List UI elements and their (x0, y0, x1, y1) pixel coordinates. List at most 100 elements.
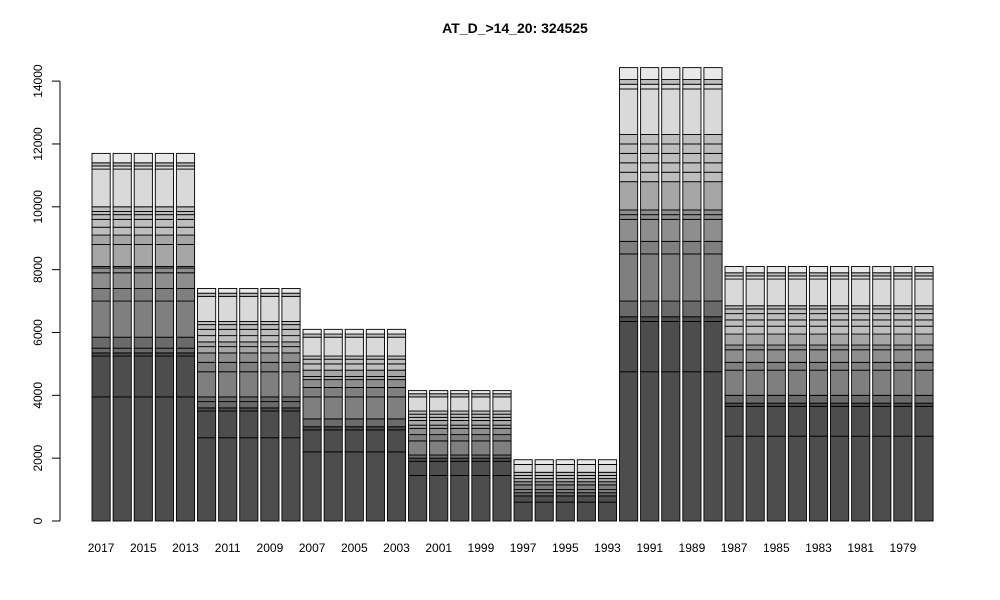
bar-segment (914, 272, 934, 277)
bar-segment (218, 335, 238, 343)
bar-segment (260, 401, 280, 409)
bar-segment (724, 405, 744, 437)
bar-segment (830, 349, 850, 363)
bar-segment (766, 278, 786, 307)
bar-segment (703, 143, 723, 154)
bar-2009 (260, 288, 280, 522)
bar-segment (91, 355, 111, 398)
bar-segment (682, 181, 702, 211)
bar-segment (154, 272, 174, 289)
bar-segment (408, 427, 428, 436)
bar-segment (260, 288, 280, 294)
bar-segment (112, 226, 132, 236)
bar-segment (513, 484, 533, 491)
bar-segment (365, 429, 385, 453)
bar-2016 (112, 152, 132, 522)
bar-segment (91, 300, 111, 338)
bar-segment (534, 459, 554, 465)
bar-segment (724, 308, 744, 315)
bar-segment (534, 481, 554, 486)
bar-segment (914, 325, 934, 335)
bar-segment (471, 457, 491, 462)
bar-segment (830, 313, 850, 321)
bar-segment (576, 484, 596, 491)
bar-segment (682, 253, 702, 302)
bar-segment (851, 305, 871, 310)
bar-segment (302, 396, 322, 420)
bar-segment (239, 288, 259, 294)
bar-segment (513, 463, 533, 473)
bar-segment (619, 67, 639, 80)
bar-segment (661, 162, 681, 173)
bar-segment (914, 266, 934, 274)
bar-segment (787, 361, 807, 371)
bar-2002 (408, 390, 428, 522)
bar-segment (851, 349, 871, 363)
bar-segment (808, 402, 829, 407)
bar-segment (302, 376, 322, 381)
bar-segment (724, 275, 744, 280)
bar-segment (386, 379, 407, 388)
bar-segment (175, 347, 196, 354)
bar-segment (197, 410, 217, 439)
bar-segment (429, 393, 449, 398)
bar-segment (281, 352, 301, 363)
bar-segment (893, 319, 913, 327)
bar-segment (386, 328, 407, 335)
bar-segment (175, 165, 196, 170)
bar-2003 (386, 328, 407, 522)
bar-segment (302, 429, 322, 453)
bar-segment (471, 427, 491, 436)
bar-segment (703, 88, 723, 135)
bar-segment (766, 308, 786, 315)
y-tick-label: 10000 (31, 190, 45, 224)
bars (91, 67, 934, 522)
bar-segment (766, 435, 786, 522)
bar-segment (154, 288, 174, 302)
bar-segment (197, 341, 217, 348)
bar-segment (365, 333, 385, 338)
bar-segment (619, 209, 639, 216)
bar-segment (682, 214, 702, 220)
bar-segment (386, 358, 407, 365)
bar-segment (893, 405, 913, 437)
bar-segment (830, 272, 850, 277)
bar-segment (365, 387, 385, 398)
bar-1980 (872, 266, 892, 522)
bar-segment (218, 352, 238, 363)
bar-segment (576, 471, 596, 476)
bar-segment (344, 363, 364, 371)
bar-segment (640, 371, 660, 522)
bar-segment (682, 171, 702, 183)
bar-segment (260, 346, 280, 354)
bar-1982 (830, 266, 850, 522)
bar-segment (429, 434, 449, 442)
bar-segment (175, 267, 196, 274)
bar-segment (682, 143, 702, 154)
bar-segment (745, 402, 765, 407)
bar-segment (365, 363, 385, 371)
bar-segment (787, 319, 807, 327)
bar-segment (471, 390, 491, 395)
bar-segment (766, 313, 786, 321)
bar-segment (239, 396, 259, 403)
bar-segment (724, 361, 744, 371)
bar-segment (576, 501, 596, 522)
bar-segment (133, 168, 153, 208)
bar-segment (745, 313, 765, 321)
bar-1985 (766, 266, 786, 522)
bar-segment (218, 324, 238, 330)
bar-segment (872, 313, 892, 321)
bar-segment (323, 376, 343, 381)
bar-segment (534, 495, 554, 503)
bar-segment (682, 300, 702, 318)
bar-segment (808, 333, 829, 346)
bar-segment (239, 407, 259, 412)
bar-segment (323, 387, 343, 398)
bar-segment (661, 371, 681, 522)
bar-segment (197, 288, 217, 294)
bar-segment (851, 308, 871, 315)
bar-segment (893, 333, 913, 346)
y-tick-label: 4000 (31, 382, 45, 409)
